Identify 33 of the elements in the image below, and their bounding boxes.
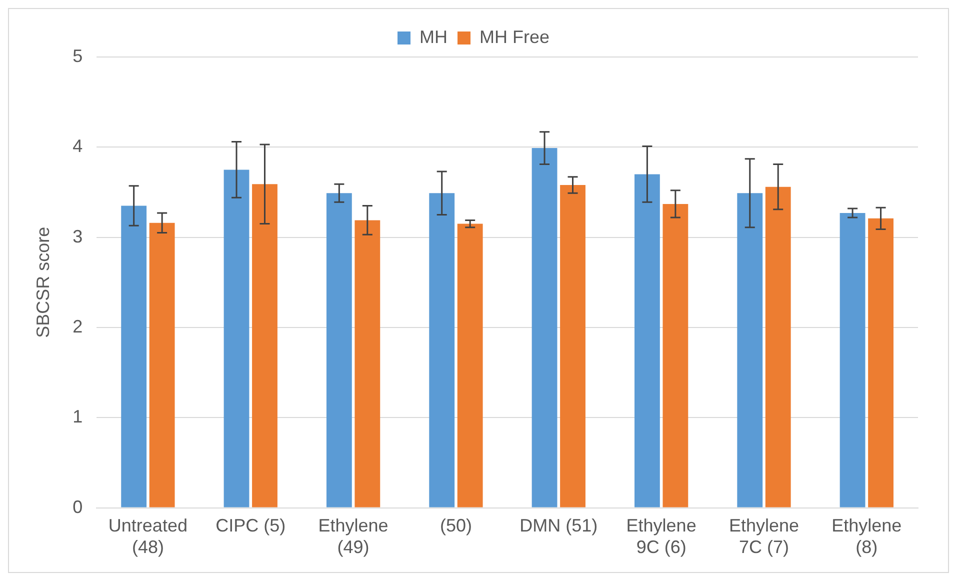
y-tick-label: 2 (72, 316, 83, 336)
y-tick-label: 5 (72, 46, 83, 66)
x-tick-label: Untreated (48) (108, 516, 188, 558)
bar (634, 174, 660, 508)
bar (662, 204, 688, 508)
bar (429, 193, 455, 508)
bar (457, 224, 483, 508)
x-tick-label: CIPC (5) (216, 516, 286, 536)
y-axis-title: SBCSR score (32, 226, 53, 338)
bar (121, 206, 147, 508)
x-tick-label: Ethylene 9C (6) (626, 516, 696, 558)
bar (354, 220, 380, 508)
x-tick-label: Ethylene (8) (832, 516, 902, 558)
x-tick-label: DMN (51) (520, 516, 598, 536)
x-tick-label: Ethylene (49) (318, 516, 388, 558)
bar (765, 186, 791, 508)
bar (252, 184, 278, 508)
legend-label: MH Free (479, 26, 550, 47)
bar (532, 148, 558, 508)
bar (868, 218, 894, 508)
x-tick-label: (50) (440, 516, 472, 536)
bar (560, 185, 586, 508)
bar (737, 193, 763, 508)
y-tick-label: 4 (72, 136, 83, 156)
x-tick-label: Ethylene 7C (7) (728, 516, 800, 558)
bar (840, 212, 866, 508)
bar (326, 193, 352, 508)
bar (149, 222, 175, 508)
y-tick-label: 3 (72, 226, 83, 246)
y-tick-label: 1 (72, 406, 83, 427)
legend-label: MH (420, 26, 448, 47)
y-tick-label: 0 (72, 496, 83, 517)
bar (224, 170, 250, 508)
